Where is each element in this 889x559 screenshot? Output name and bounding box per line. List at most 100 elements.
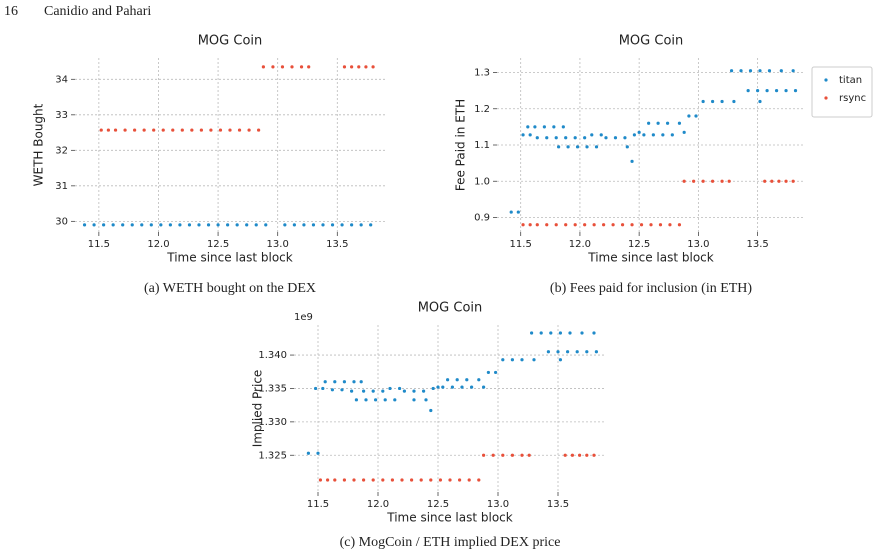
point [123, 128, 127, 132]
point [342, 380, 346, 384]
point [665, 121, 670, 125]
point [142, 128, 146, 132]
point [458, 478, 462, 482]
x-tick-label: 13.0 [267, 239, 289, 250]
point [542, 125, 546, 129]
x-tick-label: 13.0 [687, 239, 709, 250]
point [568, 331, 572, 335]
point [630, 223, 634, 227]
point [711, 179, 715, 183]
point [429, 408, 433, 413]
point [682, 179, 686, 183]
x-tick-label: 12.5 [427, 499, 449, 510]
point [763, 179, 767, 183]
caption: (a) WETH bought on the DEX [144, 281, 316, 296]
point [330, 223, 335, 227]
point [257, 128, 261, 132]
point [455, 378, 459, 382]
y-offset-label: 1e9 [294, 312, 313, 323]
point [314, 386, 318, 391]
point [516, 210, 520, 214]
point [245, 223, 249, 227]
x-tick-label: 11.5 [510, 239, 532, 250]
point [491, 453, 495, 457]
point [187, 223, 192, 227]
legend-label: rsync [839, 93, 866, 104]
point [333, 478, 337, 482]
point [197, 223, 201, 227]
point [677, 223, 682, 227]
point [793, 89, 798, 93]
point [357, 65, 361, 69]
point [438, 478, 442, 482]
x-tick-label: 13.5 [746, 239, 768, 250]
y-tick-label: 32 [55, 145, 68, 156]
point [168, 223, 172, 227]
point [450, 385, 454, 389]
point [791, 179, 795, 183]
x-tick-label: 12.5 [628, 239, 650, 250]
point [350, 223, 354, 227]
point [765, 89, 769, 93]
point [280, 65, 285, 69]
point [340, 388, 344, 392]
point [431, 386, 435, 391]
point [171, 128, 175, 132]
x-axis-label: Time since last block [166, 251, 293, 265]
point [535, 223, 539, 227]
point [261, 65, 265, 69]
point [364, 398, 368, 402]
point [642, 133, 646, 137]
point [374, 398, 378, 402]
point [625, 145, 629, 149]
point [318, 478, 322, 482]
point [668, 223, 672, 227]
point [237, 128, 242, 132]
point [400, 478, 404, 482]
point [436, 385, 440, 389]
point [482, 385, 486, 389]
point [509, 210, 513, 214]
point [429, 478, 433, 482]
point [526, 125, 530, 129]
point [658, 223, 663, 227]
point [585, 145, 589, 149]
point [767, 69, 772, 73]
point [720, 179, 724, 183]
point [784, 179, 788, 183]
caption: (b) Fees paid for inclusion (in ETH) [550, 281, 753, 296]
point [140, 223, 144, 227]
point [677, 121, 682, 125]
point [330, 388, 334, 392]
point [371, 65, 375, 69]
point [92, 223, 96, 227]
point [777, 179, 781, 183]
point [639, 223, 644, 227]
point [632, 133, 637, 137]
point [602, 223, 606, 227]
point [590, 133, 594, 137]
point [424, 398, 428, 402]
point [161, 128, 165, 132]
point [486, 370, 490, 375]
point [113, 128, 118, 132]
point [532, 358, 536, 362]
y-tick-label: 34 [55, 74, 68, 85]
point [604, 136, 608, 140]
point [583, 223, 587, 227]
point [575, 350, 579, 354]
point [371, 478, 375, 482]
point [494, 370, 498, 375]
y-tick-label: 1.3 [474, 68, 490, 79]
point [359, 223, 363, 227]
point [321, 386, 325, 391]
point [264, 223, 268, 227]
point [670, 133, 674, 137]
point [99, 128, 103, 132]
point [82, 223, 87, 227]
point [611, 223, 615, 227]
point [620, 223, 625, 227]
x-tick-label: 12.0 [147, 239, 169, 250]
point [573, 136, 577, 140]
point [575, 145, 580, 149]
